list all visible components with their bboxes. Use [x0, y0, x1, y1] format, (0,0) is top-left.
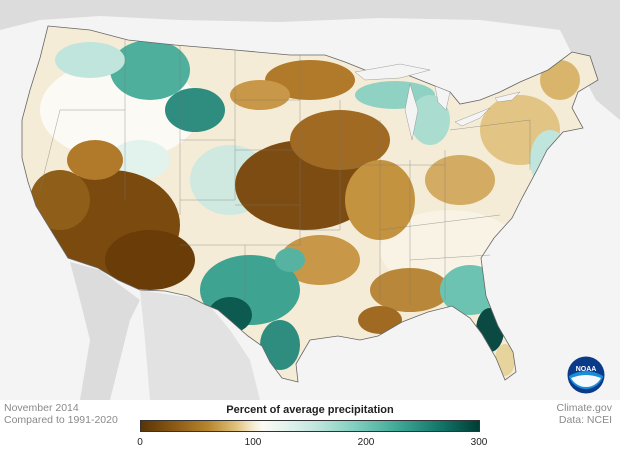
legend-tick-100: 100 [244, 437, 262, 448]
date-label: November 2014 [4, 402, 79, 414]
data-label: Data: NCEI [558, 414, 612, 426]
legend-colorbar [140, 420, 480, 432]
legend-tick-0: 0 [137, 437, 143, 448]
noaa-logo-icon: NOAA [567, 356, 605, 394]
legend-tick-200: 200 [357, 437, 375, 448]
baseline-label: Compared to 1991-2020 [4, 414, 118, 426]
legend-title: Percent of average precipitation [226, 404, 394, 416]
source-caption: Climate.gov Data: NCEI [557, 402, 612, 426]
precipitation-map [0, 0, 620, 400]
noaa-logo-text: NOAA [576, 366, 597, 373]
legend-tick-300: 300 [470, 437, 488, 448]
date-caption: November 2014 Compared to 1991-2020 [4, 402, 118, 426]
source-label: Climate.gov [556, 402, 612, 414]
map-footer: November 2014 Compared to 1991-2020 Perc… [0, 400, 620, 450]
